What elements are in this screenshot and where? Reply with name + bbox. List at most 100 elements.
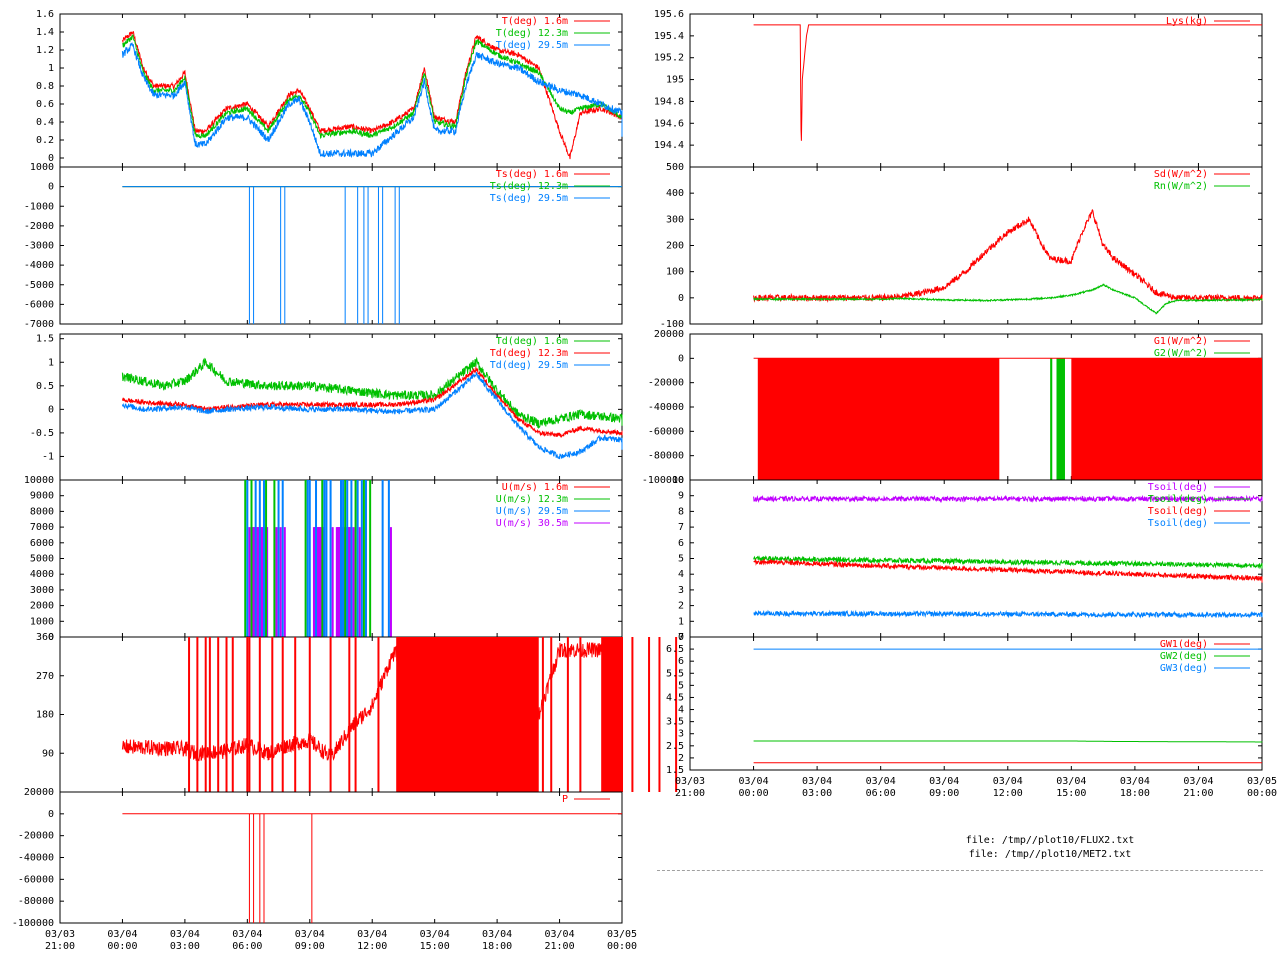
data-block-dir: [601, 637, 622, 792]
legend-label-tsoil: Tsoil(deg): [1148, 494, 1208, 505]
series-line-tsoil-3: [753, 609, 1263, 619]
y-tick-label-ts: -4000: [24, 260, 54, 271]
x-tick-time-left: 00:00: [107, 941, 137, 952]
x-tick-time-left: 00:00: [607, 941, 637, 952]
divider: [657, 870, 1263, 871]
x-tick-time-left: 12:00: [357, 941, 387, 952]
y-tick-label-td: 0.5: [36, 381, 54, 392]
y-tick-label-lys: 195.6: [654, 9, 684, 20]
legend-label-wind: U(m/s) 30.5m: [496, 518, 568, 529]
y-tick-label-gw: 3: [678, 729, 684, 740]
y-tick-label-p: -20000: [18, 831, 54, 842]
x-tick-time-right: 03:00: [802, 788, 832, 799]
series-line-temp-1: [122, 34, 623, 140]
x-tick-date-right: 03/05: [1247, 776, 1277, 787]
x-tick-date-right: 03/04: [1056, 776, 1086, 787]
legend-label-gw: GW1(deg): [1160, 639, 1208, 650]
y-tick-label-tsoil: 9: [678, 491, 684, 502]
legend-label-g: G2(W/m^2): [1154, 348, 1208, 359]
legend-label-temp: T(deg) 12.3m: [496, 28, 568, 39]
y-tick-label-wind: 0: [48, 632, 54, 643]
y-tick-label-rad: 300: [666, 214, 684, 225]
x-tick-date-left: 03/04: [170, 929, 200, 940]
x-tick-date-left: 03/04: [482, 929, 512, 940]
x-tick-date-left: 03/04: [107, 929, 137, 940]
y-tick-label-ts: -7000: [24, 319, 54, 330]
y-tick-label-lys: 195.2: [654, 53, 684, 64]
series-line-rad-1: [753, 283, 1263, 315]
y-tick-label-wind: 4000: [30, 569, 54, 580]
y-tick-label-lys: 195: [666, 75, 684, 86]
x-tick-date-right: 03/04: [993, 776, 1023, 787]
y-tick-label-wind: 3000: [30, 585, 54, 596]
legend-label-wind: U(m/s) 1.6m: [502, 482, 568, 493]
y-tick-label-tsoil: 10: [672, 475, 684, 486]
x-tick-time-right: 21:00: [675, 788, 705, 799]
legend-label-ts: Ts(deg) 29.5m: [490, 193, 568, 204]
y-tick-label-gw: 5.5: [666, 668, 684, 679]
y-tick-label-rad: 100: [666, 267, 684, 278]
x-tick-time-left: 15:00: [420, 941, 450, 952]
y-tick-label-ts: -2000: [24, 221, 54, 232]
y-tick-label-gw: 2.5: [666, 741, 684, 752]
y-tick-label-tsoil: 7: [678, 522, 684, 533]
y-tick-label-temp: 0.6: [36, 99, 54, 110]
series-line-dir-0: [121, 642, 623, 762]
y-tick-label-dir: 270: [36, 671, 54, 682]
legend-label-rad: Rn(W/m^2): [1154, 181, 1208, 192]
panel-frame-lys: [689, 13, 1263, 168]
legend-label-lys: Lys(kg): [1166, 16, 1208, 27]
data-block-g: [1050, 358, 1053, 480]
legend-label-tsoil: Tsoil(deg): [1148, 506, 1208, 517]
y-tick-label-p: -60000: [18, 874, 54, 885]
file-line-met: file: /tmp//plot10/MET2.txt: [968, 849, 1132, 860]
x-tick-date-left: 03/05: [607, 929, 637, 940]
legend-label-ts: Ts(deg) 12.3m: [490, 181, 568, 192]
x-tick-date-left: 03/04: [545, 929, 575, 940]
y-tick-label-wind: 2000: [30, 601, 54, 612]
series-line-td-2: [121, 371, 623, 460]
data-block-g: [1056, 358, 1065, 480]
y-tick-label-dir: 90: [42, 748, 54, 759]
legend-label-wind: U(m/s) 12.3m: [496, 494, 568, 505]
y-tick-label-temp: 0.4: [36, 117, 54, 128]
y-tick-label-rad: 400: [666, 188, 684, 199]
y-tick-label-lys: 195.4: [654, 31, 684, 42]
y-tick-label-temp: 0: [48, 153, 54, 164]
y-tick-label-gw: 4: [678, 705, 684, 716]
y-tick-label-p: -40000: [18, 853, 54, 864]
y-tick-label-td: -1: [42, 451, 54, 462]
data-block-g: [757, 358, 1000, 480]
series-line-td-0: [121, 356, 623, 430]
y-tick-label-g: 20000: [654, 329, 684, 340]
y-tick-label-tsoil: 3: [678, 585, 684, 596]
x-tick-date-right: 03/04: [1120, 776, 1150, 787]
y-tick-label-wind: 5000: [30, 554, 54, 565]
y-tick-label-rad: 0: [678, 293, 684, 304]
y-tick-label-lys: 194.4: [654, 140, 684, 151]
x-tick-time-left: 21:00: [545, 941, 575, 952]
y-tick-label-tsoil: 2: [678, 601, 684, 612]
y-tick-label-tsoil: 0: [678, 632, 684, 643]
y-tick-label-tsoil: 1: [678, 616, 684, 627]
legend-label-temp: T(deg) 29.5m: [496, 40, 568, 51]
series-line-tsoil-0: [753, 494, 1263, 504]
x-tick-time-right: 15:00: [1056, 788, 1086, 799]
y-tick-label-dir: 180: [36, 710, 54, 721]
y-tick-label-p: 20000: [24, 787, 54, 798]
x-tick-date-right: 03/04: [739, 776, 769, 787]
file-caption: file: /tmp//plot10/FLUX2.txt file: /tmp/…: [900, 834, 1200, 862]
panel-frame-p: [59, 791, 623, 924]
y-tick-label-ts: -1000: [24, 201, 54, 212]
y-tick-label-g: -60000: [648, 426, 684, 437]
legend-label-p: P: [562, 794, 568, 805]
y-tick-label-rad: -100: [660, 319, 684, 330]
y-tick-label-p: 0: [48, 809, 54, 820]
y-tick-label-tsoil: 5: [678, 554, 684, 565]
y-tick-label-dir: 360: [36, 632, 54, 643]
y-tick-label-ts: -5000: [24, 280, 54, 291]
x-tick-date-left: 03/04: [232, 929, 262, 940]
legend-label-g: G1(W/m^2): [1154, 336, 1208, 347]
y-tick-label-g: -20000: [648, 378, 684, 389]
data-block-g: [1071, 358, 1262, 480]
